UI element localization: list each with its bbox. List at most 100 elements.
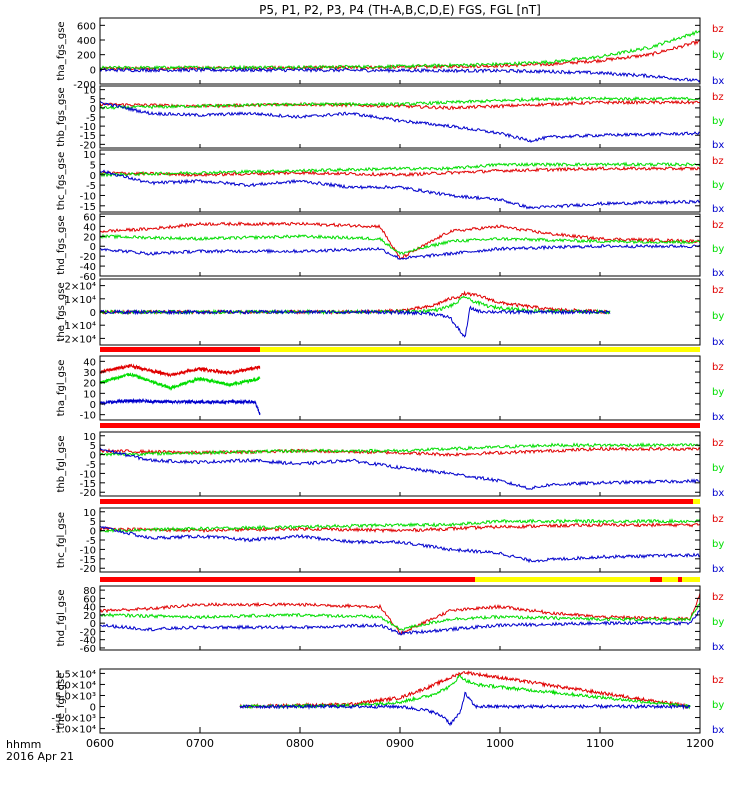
panel-3-legend-bx: bx [712,204,724,215]
panel-9-series-by [100,602,700,631]
panel-3-ytick-label-3: 0 [90,171,96,182]
panel-5-series-by [100,295,611,316]
panel-7-ylabel: thb_fgl_gse [56,436,67,493]
panel-10-ytick-label-5: -5.0×10³ [51,714,96,725]
panel-4-series-bx [100,243,700,260]
panel-2-ytick-label-5: -10 [80,122,96,133]
panel-8-series-by [100,518,700,533]
panel-3-legend-bz: bz [712,156,724,167]
panel-4-legend-bx: bx [712,268,724,279]
panel-9-ytick-label-8: -60 [80,644,96,655]
panel-10-series-bz [239,670,691,710]
panel-2-ytick-label-2: 5 [90,95,96,106]
x-axis-label-6: 1100 [586,737,614,750]
panel-6-series-bx [100,397,261,416]
panel-9-ytick-label-4: 20 [83,611,96,622]
x-axis-label-7: 1200 [686,737,714,750]
x-axis-label-1: 0600 [86,737,114,750]
panel-8-ytick-label-7: -20 [80,564,96,575]
panel-9-ytick-label-6: -20 [80,627,96,638]
panel-8-series-bx [100,525,700,564]
panel-9-ytick-label-2: 60 [83,594,96,605]
panel-10-ytick-label-4: 0 [90,703,96,714]
panel-8-ytick-label-1: 10 [83,508,96,519]
panel-4-ylabel: thd_fgs_gse [56,215,67,274]
panel-1-ytick-label-5: -200 [73,80,96,91]
panel-6-status-bar-1 [100,347,260,352]
panel-10-ytick-label-6: -1.0×10⁴ [51,725,96,736]
panel-5-ytick-label-1: 2×10⁴ [65,282,96,293]
panel-4-ytick-label-3: 20 [83,232,96,243]
panel-7-series-bx [100,447,700,490]
panel-6-ytick-label-6: -10 [80,411,96,422]
panel-4-series-bz [100,221,700,260]
panel-10-series-bx [239,691,691,727]
panel-9-legend-by: by [712,617,724,628]
panel-8-legend-bz: bz [712,514,724,525]
panel-10-frame [99,668,701,734]
panel-4-ytick-label-5: -20 [80,252,96,263]
footer-date: 2016 Apr 21 [6,750,74,763]
panel-4-series-by [100,233,700,256]
panel-5-legend-bx: bx [712,337,724,348]
panel-5-ytick-label-5: -2×10⁴ [61,334,96,345]
panel-3-ytick-label-1: 10 [83,150,96,161]
panel-1-legend-bx: bx [712,76,724,87]
panel-5-ytick-label-4: -1×10⁴ [61,321,96,332]
panel-9-ytick-label-7: -40 [80,636,96,647]
panel-6-ytick-label-4: 10 [83,389,96,400]
footer-hhmm: hhmm [6,738,41,751]
panel-6-series-by [100,372,261,391]
panel-7-series-by [100,442,700,457]
panel-6-legend-by: by [712,387,724,398]
panel-3-ytick-label-6: -15 [80,202,96,213]
panel-9-legend-bz: bz [712,592,724,603]
panel-6-status-bar-2 [260,347,700,352]
chart-title: P5, P1, P2, P3, P4 (TH-A,B,C,D,E) FGS, F… [259,3,541,17]
panel-9-status-bar-4 [662,577,678,582]
panel-3-ytick-label-2: 5 [90,160,96,171]
panel-3-ytick-label-5: -10 [80,191,96,202]
panel-9-status-bar-3 [650,577,662,582]
panel-7-ytick-label-2: 5 [90,441,96,452]
panel-7-ytick-label-4: -5 [86,460,96,471]
panel-3-ylabel: thc_fgs_gse [56,152,67,211]
panel-2-ylabel: thb_fgs_gse [56,87,67,146]
panel-7-ytick-label-6: -15 [80,479,96,490]
panel-9-ylabel: thd_fgl_gse [56,590,67,647]
panel-9-status-bar-1 [100,577,475,582]
panel-3-series-bz [100,165,700,178]
x-axis: 0600 0700 0800 0900 1000 1100 1200 [86,727,714,750]
panel-10-legend-bx: bx [712,725,724,736]
panel-8-ytick-label-2: 5 [90,517,96,528]
x-axis-label-4: 0900 [386,737,414,750]
panel-10-series-by [239,673,691,710]
panel-5-ylabel: the_fgs_gse [56,282,67,341]
panel-3-series-by [100,161,700,178]
panel-9-series-bx [100,609,700,636]
panel-8-ytick-label-5: -10 [80,545,96,556]
panel-9-ytick-label-5: 0 [90,619,96,630]
panel-7-ytick-label-1: 10 [83,432,96,443]
panel-2-series-by [100,95,700,111]
panel-9-ytick-label-1: 80 [83,586,96,597]
panel-2-ytick-label-6: -15 [80,131,96,142]
panel-4-ytick-label-6: -40 [80,262,96,273]
panel-9-series-bz [100,592,700,636]
panel-3-legend-by: by [712,180,724,191]
panel-1: 600 400 200 0 -200 tha_fgs_gse bz by bx [56,17,724,91]
panel-1-ytick-label-2: 400 [77,36,96,47]
panel-8-frame [99,507,701,573]
panel-4-ytick-label-4: 0 [90,242,96,253]
panel-9-status-bar-2 [475,577,650,582]
panel-3-series-bx [100,169,700,210]
panel-4-ytick-label-1: 60 [83,212,96,223]
panel-3-ytick-label-4: -5 [86,181,96,192]
panel-1-ytick-label-3: 200 [77,51,96,62]
panel-8-legend-by: by [712,539,724,550]
panel-2-series-bx [100,100,700,143]
panel-9-status-bar-5 [678,577,682,582]
